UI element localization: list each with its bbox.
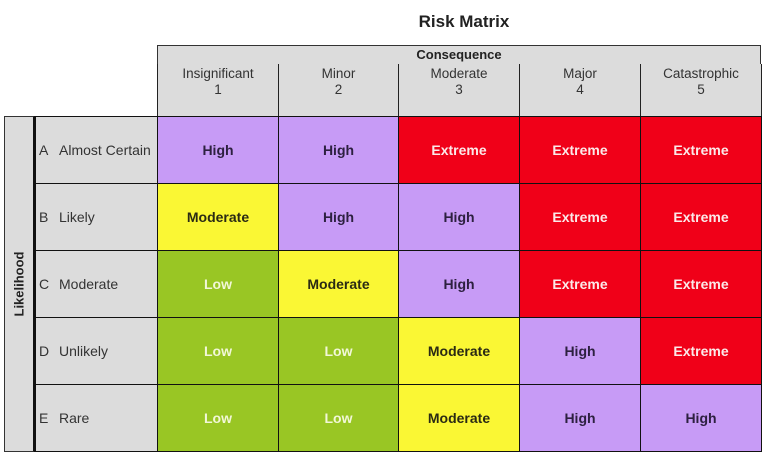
column-number: 5 xyxy=(697,82,705,97)
column-name: Insignificant xyxy=(182,66,254,81)
risk-cell-high: High xyxy=(278,183,399,251)
consequence-axis-label: Consequence xyxy=(157,45,761,65)
chart-title: Risk Matrix xyxy=(418,12,510,31)
risk-cell-high: High xyxy=(157,116,279,184)
risk-cell-extreme: Extreme xyxy=(640,116,762,184)
row-header-a: A Almost Certain xyxy=(34,116,158,184)
risk-cell-low: Low xyxy=(278,317,399,385)
risk-cell-extreme: Extreme xyxy=(519,116,641,184)
risk-cell-high: High xyxy=(519,384,641,452)
risk-cell-extreme: Extreme xyxy=(640,183,762,251)
column-number: 1 xyxy=(214,82,222,97)
row-letter: A xyxy=(39,142,49,158)
risk-cell-extreme: Extreme xyxy=(640,317,762,385)
column-number: 4 xyxy=(576,82,584,97)
risk-cell-low: Low xyxy=(157,384,279,452)
risk-cell-high: High xyxy=(519,317,641,385)
risk-cell-high: High xyxy=(398,183,520,251)
risk-cell-moderate: Moderate xyxy=(398,384,520,452)
risk-cell-moderate: Moderate xyxy=(157,183,279,251)
row-header-c: C Moderate xyxy=(34,250,158,318)
risk-cell-moderate: Moderate xyxy=(398,317,520,385)
column-name: Catastrophic xyxy=(663,66,739,81)
risk-cell-moderate: Moderate xyxy=(278,250,399,318)
column-header-moderate: Moderate 3 xyxy=(398,64,520,117)
column-name: Minor xyxy=(321,66,356,81)
row-name: Moderate xyxy=(59,276,119,292)
row-name: Likely xyxy=(59,209,95,225)
column-name: Major xyxy=(563,66,597,81)
risk-cell-high: High xyxy=(398,250,520,318)
column-header-insignificant: Insignificant 1 xyxy=(157,64,279,117)
row-letter: D xyxy=(39,343,50,359)
column-name: Moderate xyxy=(430,66,488,81)
row-header-b: B Likely xyxy=(34,183,158,251)
risk-cell-extreme: Extreme xyxy=(640,250,762,318)
row-letter: E xyxy=(39,410,49,426)
row-name: Rare xyxy=(59,410,90,426)
risk-cell-high: High xyxy=(278,116,399,184)
row-name: Almost Certain xyxy=(59,142,151,158)
column-header-minor: Minor 2 xyxy=(278,64,399,117)
row-letter: C xyxy=(39,276,50,292)
row-letter: B xyxy=(39,209,49,225)
column-number: 3 xyxy=(455,82,463,97)
column-header-major: Major 4 xyxy=(519,64,641,117)
likelihood-axis: Likelihood xyxy=(4,116,35,452)
row-header-d: D Unlikely xyxy=(34,317,158,385)
likelihood-axis-label: Likelihood xyxy=(11,251,27,317)
risk-cell-high: High xyxy=(640,384,762,452)
risk-cell-low: Low xyxy=(157,250,279,318)
risk-cell-extreme: Extreme xyxy=(519,250,641,318)
risk-cell-low: Low xyxy=(278,384,399,452)
risk-cell-extreme: Extreme xyxy=(519,183,641,251)
risk-cell-low: Low xyxy=(157,317,279,385)
risk-cell-extreme: Extreme xyxy=(398,116,520,184)
column-number: 2 xyxy=(334,82,343,97)
column-header-catastrophic: Catastrophic 5 xyxy=(640,64,762,117)
row-name: Unlikely xyxy=(59,343,109,359)
row-header-e: E Rare xyxy=(34,384,158,452)
